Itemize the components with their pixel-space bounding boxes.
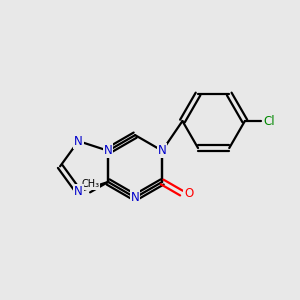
Text: O: O [184, 187, 194, 200]
Text: N: N [74, 135, 83, 148]
Text: N: N [131, 191, 140, 204]
Text: Cl: Cl [264, 115, 275, 128]
Text: N: N [74, 185, 83, 198]
Text: N: N [158, 144, 167, 157]
Text: CH₃: CH₃ [81, 179, 99, 189]
Text: N: N [104, 144, 112, 157]
